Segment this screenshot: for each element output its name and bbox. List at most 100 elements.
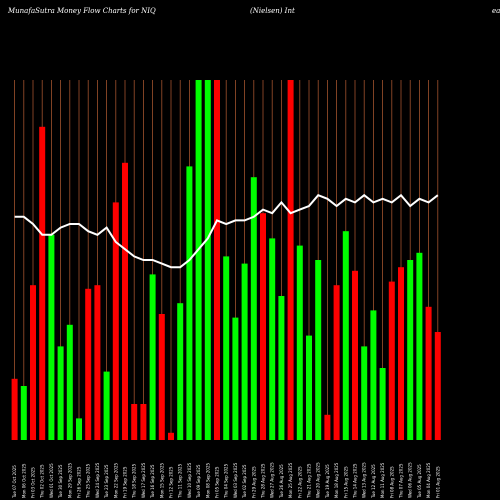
date-label: Tue 09 Sep 2025: [196, 464, 201, 499]
chart-subtitle: (Nielsen) Int: [250, 7, 295, 15]
date-label: Fri 08 Aug 2025: [389, 466, 394, 498]
date-label: Fri 05 Sep 2025: [215, 466, 220, 498]
bar: [204, 80, 211, 440]
bar: [11, 378, 18, 440]
bar: [287, 80, 294, 440]
bar: [361, 346, 368, 440]
date-label: Tue 05 Aug 2025: [417, 464, 422, 499]
flow-line-layer: [14, 193, 439, 269]
date-label: Fri 01 Aug 2025: [435, 466, 440, 498]
bar: [103, 371, 110, 440]
bar: [158, 314, 165, 440]
date-label: Mon 15 Sep 2025: [159, 462, 164, 498]
bar: [112, 202, 119, 440]
bar: [30, 285, 36, 440]
date-label: Tue 02 Sep 2025: [242, 464, 247, 499]
date-label: Wed 24 Sep 2025: [95, 462, 100, 498]
bar: [66, 324, 73, 440]
bar: [315, 260, 322, 440]
chart-title-overflow: ea: [492, 7, 500, 15]
date-label: Tue 16 Sep 2025: [150, 464, 155, 499]
bar: [425, 306, 432, 440]
bar: [324, 414, 331, 440]
flow-line: [14, 193, 439, 269]
date-label: Wed 13 Aug 2025: [362, 462, 367, 498]
bar: [416, 252, 423, 440]
bar: [149, 274, 156, 440]
date-label: Thu 14 Aug 2025: [353, 463, 358, 499]
date-label: Tue 12 Aug 2025: [371, 464, 376, 499]
date-label: Wed 17 Sep 2025: [141, 462, 146, 498]
bar: [398, 267, 404, 440]
date-label: Thu 28 Aug 2025: [261, 463, 266, 499]
date-label: Thu 25 Sep 2025: [86, 463, 91, 499]
bar: [140, 404, 147, 440]
date-label: Mon 25 Aug 2025: [288, 462, 293, 498]
date-label: Fri 19 Sep 2025: [123, 466, 128, 498]
date-label: Wed 01 Oct 2025: [49, 463, 54, 498]
bar: [296, 245, 303, 440]
date-label: Thu 18 Sep 2025: [132, 463, 137, 499]
date-label: Tue 19 Aug 2025: [325, 464, 330, 499]
bar: [333, 285, 340, 440]
bar: [434, 332, 441, 440]
date-label: Tue 07 Oct 2025: [12, 465, 17, 499]
bar: [370, 310, 377, 440]
bar: [241, 263, 248, 440]
bar: [122, 162, 128, 441]
bar: [94, 285, 101, 440]
bar: [39, 126, 46, 441]
bar: [177, 303, 184, 440]
date-label: Fri 15 Aug 2025: [343, 466, 348, 498]
date-label: Fri 22 Aug 2025: [297, 466, 302, 498]
bar: [250, 177, 257, 440]
date-label: Mon 29 Sep 2025: [67, 462, 72, 498]
date-label: Wed 06 Aug 2025: [408, 462, 413, 498]
bar: [195, 80, 202, 440]
bar: [379, 368, 386, 440]
bar: [57, 346, 64, 440]
bar: [388, 281, 395, 440]
date-label: Thu 11 Sep 2025: [178, 463, 183, 499]
date-label: Mon 08 Sep 2025: [205, 462, 210, 498]
date-label: Mon 18 Aug 2025: [334, 462, 339, 498]
chart-title: MunafaSutra Money Flow Charts for NIQ: [7, 7, 156, 15]
bar: [186, 166, 193, 440]
date-label: Thu 04 Sep 2025: [224, 463, 229, 499]
date-label: Fri 03 Oct 2025: [31, 467, 36, 498]
date-label: Wed 03 Sep 2025: [233, 462, 238, 498]
bars: [11, 80, 441, 441]
date-label: Fri 29 Aug 2025: [251, 466, 256, 498]
bar: [278, 296, 285, 440]
date-label: Tue 26 Aug 2025: [279, 464, 284, 499]
date-label: Mon 22 Sep 2025: [113, 462, 118, 498]
bar: [260, 213, 266, 440]
bar: [306, 335, 312, 440]
bar: [269, 238, 276, 440]
date-label: Thu 07 Aug 2025: [399, 463, 404, 499]
bar: [407, 260, 414, 440]
bar: [214, 80, 220, 440]
date-label: Mon 04 Aug 2025: [426, 462, 431, 498]
bar: [232, 317, 239, 440]
date-label: Tue 30 Sep 2025: [58, 464, 63, 499]
bar: [342, 231, 349, 440]
date-label: Wed 20 Aug 2025: [316, 462, 321, 498]
bar: [131, 404, 138, 440]
date-label: Wed 10 Sep 2025: [187, 462, 192, 498]
bar: [20, 386, 27, 440]
date-label: Wed 27 Aug 2025: [270, 462, 275, 498]
date-label: Tue 23 Sep 2025: [104, 464, 109, 499]
bar: [352, 270, 358, 440]
bar: [85, 288, 92, 440]
date-label: Thu 02 Oct 2025: [40, 464, 45, 499]
bar: [168, 432, 174, 440]
date-labels: Tue 07 Oct 2025 Mon 06 Oct 2025 Fri 03 Oct…: [12, 462, 440, 499]
date-label: Fri 26 Sep 2025: [77, 466, 82, 498]
bar: [76, 418, 82, 440]
date-label: Fri 12 Sep 2025: [169, 466, 174, 498]
bar: [223, 256, 230, 440]
date-label: Thu 21 Aug 2025: [307, 463, 312, 499]
